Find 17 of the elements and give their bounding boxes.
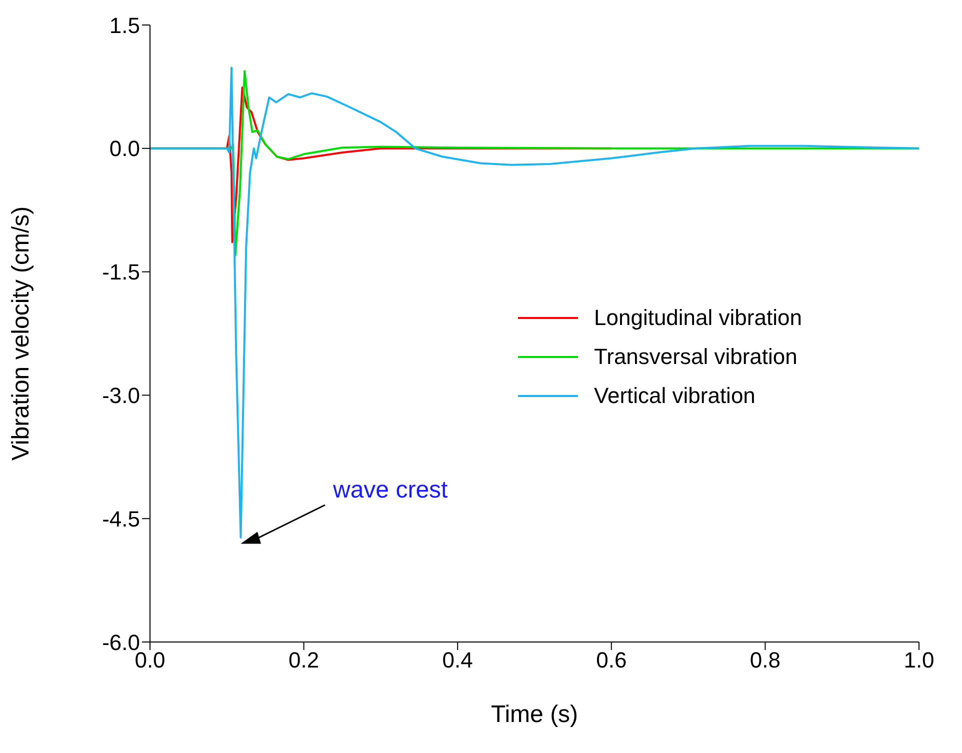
x-tick-label: 0.8 — [750, 648, 780, 673]
x-tick-label: 0.2 — [288, 648, 320, 673]
y-tick-label: -4.5 — [102, 506, 140, 532]
legend-label: Vertical vibration — [594, 382, 756, 408]
y-tick-label: -1.5 — [102, 260, 140, 285]
y-tick-label: -3.0 — [102, 383, 140, 408]
line-series — [150, 66, 919, 539]
annotation: wave crest — [332, 476, 448, 504]
x-tick-label: 0.4 — [442, 648, 473, 673]
x-tick-label: 1.0 — [904, 648, 934, 673]
y-tick-label: 0.0 — [109, 136, 140, 162]
legend-label: Longitudinal vibration — [594, 304, 802, 330]
x-tick-label: 0.6 — [596, 648, 627, 673]
y-axis-title: Vibration velocity (cm/s) — [8, 206, 35, 461]
y-tick-label: 1.5 — [109, 12, 140, 38]
x-axis-title: Time (s) — [490, 701, 578, 728]
legend-label: Transversal vibration — [594, 344, 798, 370]
